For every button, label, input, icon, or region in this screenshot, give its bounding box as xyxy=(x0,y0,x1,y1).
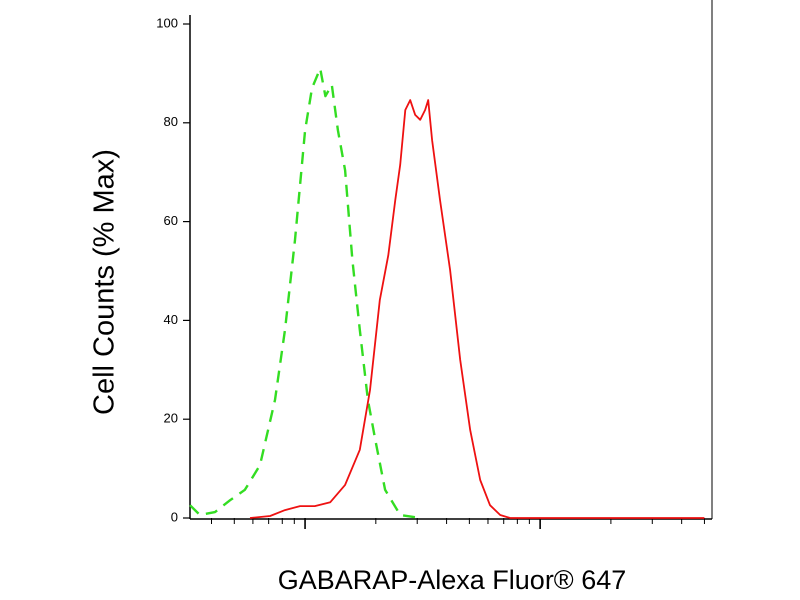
y-axis-label: Cell Counts (% Max) xyxy=(89,149,121,415)
y-tick-label: 80 xyxy=(164,114,178,129)
series-line xyxy=(189,67,421,520)
y-tick-label: 100 xyxy=(156,15,178,30)
series-line xyxy=(249,99,705,519)
y-tick-label: 20 xyxy=(164,411,178,426)
x-axis-label: GABARAP-Alexa Fluor® 647 xyxy=(278,565,627,595)
y-tick-label: 40 xyxy=(164,312,178,327)
y-tick-label: 60 xyxy=(164,213,178,228)
y-tick-label: 0 xyxy=(171,509,178,524)
